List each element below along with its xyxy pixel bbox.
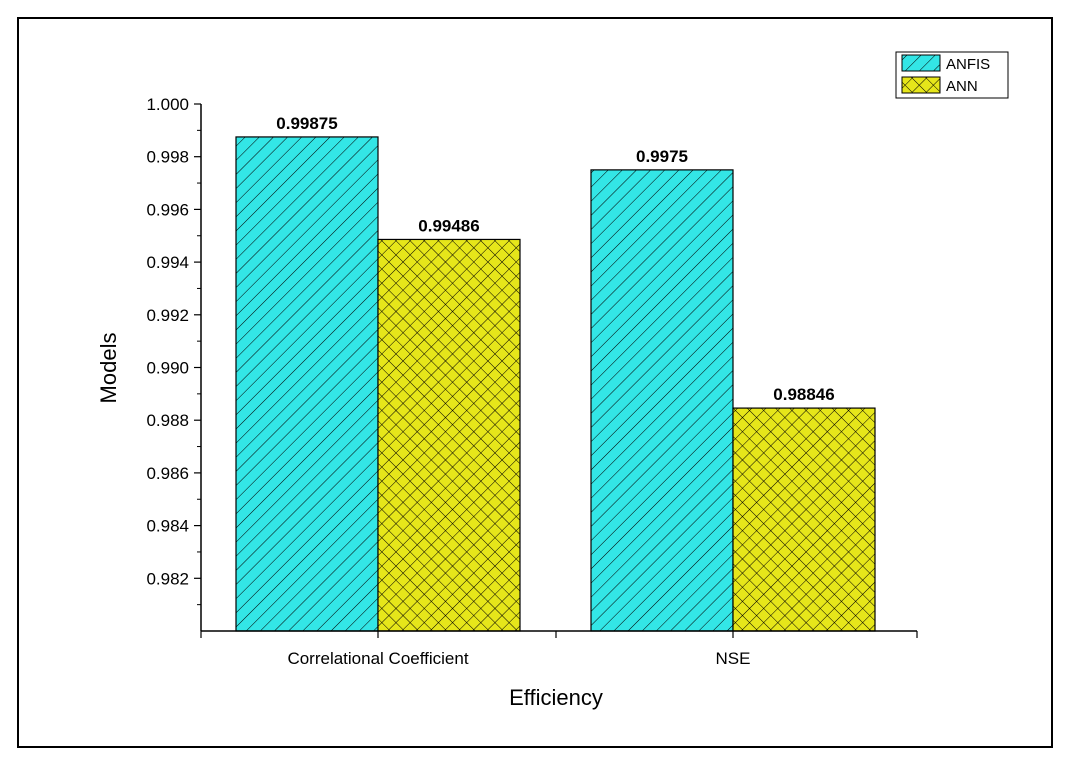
y-tick-label: 0.984 [146, 517, 189, 536]
y-tick-label: 0.982 [146, 569, 189, 588]
y-tick-label: 0.988 [146, 411, 189, 430]
y-tick-label: 0.992 [146, 306, 189, 325]
y-tick-label: 0.998 [146, 148, 189, 167]
y-tick-label: 0.990 [146, 359, 189, 378]
data-label-anfis-2: 0.9975 [636, 147, 688, 166]
bar-ann-1 [377, 238, 521, 632]
bar-anfis-2 [590, 169, 734, 632]
data-label-ann-2: 0.98846 [773, 385, 834, 404]
legend-swatch-ann [901, 76, 941, 94]
legend-label-ann: ANN [946, 78, 978, 95]
chart-frame [17, 17, 1053, 748]
data-label-anfis-1: 0.99875 [276, 114, 337, 133]
x-axis-title: Efficiency [509, 685, 603, 710]
y-axis-title: Models [96, 333, 121, 404]
legend-swatch-anfis [901, 54, 941, 72]
x-category-label: NSE [716, 649, 751, 668]
y-tick-label: 0.986 [146, 464, 189, 483]
y-tick-label: 0.994 [146, 253, 189, 272]
bar-ann-2 [732, 407, 876, 632]
x-category-label: Correlational Coefficient [287, 649, 468, 668]
bar-anfis-1 [235, 136, 379, 632]
y-tick-label: 1.000 [146, 95, 189, 114]
data-label-ann-1: 0.99486 [418, 216, 479, 235]
y-tick-label: 0.996 [146, 200, 189, 219]
legend-label-anfis: ANFIS [946, 56, 990, 73]
